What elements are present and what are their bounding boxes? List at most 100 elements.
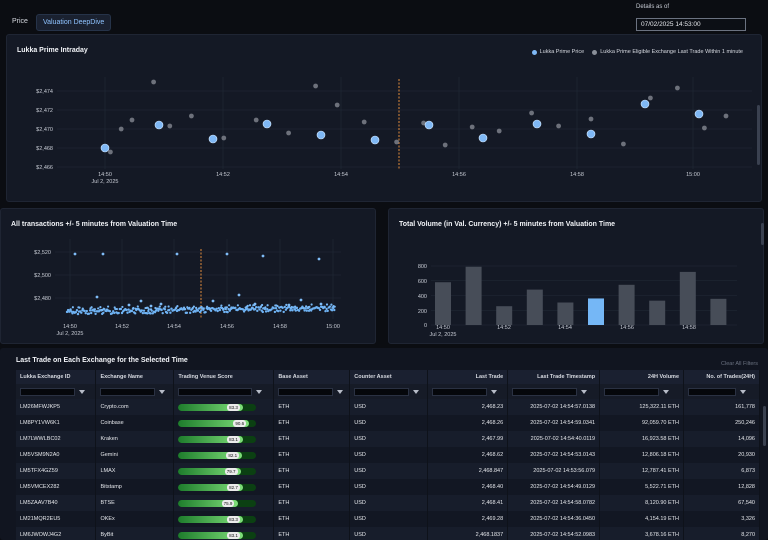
volume-bar[interactable] <box>649 300 666 325</box>
cell-exchange-name[interactable]: Crypto.com <box>95 399 175 415</box>
exchange-trade-point[interactable] <box>221 135 227 141</box>
col-header-base-asset[interactable]: Base Asset <box>273 370 351 384</box>
filter-funnel-icon[interactable] <box>337 389 344 394</box>
col-header-last-trade[interactable]: Last Trade <box>427 370 509 384</box>
cell-exchange-name[interactable]: Coinbase <box>95 415 175 431</box>
filter-funnel-icon[interactable] <box>663 389 670 394</box>
filter-funnel-icon[interactable] <box>740 389 746 394</box>
exchange-trade-point[interactable] <box>118 126 124 132</box>
cell-exchange-name[interactable]: BTSE <box>95 495 175 511</box>
volume-bar[interactable] <box>618 284 635 325</box>
volume-scrollbar[interactable] <box>761 223 764 245</box>
exchange-trade-point[interactable] <box>621 141 626 147</box>
exchange-trade-point[interactable] <box>167 123 173 129</box>
cell-counter-asset[interactable]: USD <box>349 447 429 463</box>
legend-item-eligible-exchange[interactable]: Lukka Prime Eligible Exchange Last Trade… <box>592 49 743 55</box>
prime-price-point[interactable] <box>478 133 488 143</box>
volume-bar[interactable] <box>465 266 482 325</box>
table-row[interactable]: LM6JWOWJ4G2 ByBit 83.1 ETH USD 2,468.1837 2025… <box>16 527 760 540</box>
volume-bar[interactable] <box>679 271 696 325</box>
tab-valuation-deepdive[interactable]: Valuation DeepDive <box>35 14 112 31</box>
prime-price-point[interactable] <box>154 120 164 130</box>
prime-price-point[interactable] <box>586 129 596 139</box>
table-row[interactable]: LM5VSM9N2A0 Gemini 82.1 ETH USD 2,468.62 2025-… <box>16 447 760 463</box>
volume-bar[interactable] <box>557 302 574 325</box>
exchange-trade-point[interactable] <box>286 130 291 136</box>
table-row[interactable]: LM7LWWLBC02 Kraken 83.1 ETH USD 2,467.99 2025-… <box>16 431 760 447</box>
filter-funnel-icon[interactable] <box>413 389 420 394</box>
cell-counter-asset[interactable]: USD <box>349 415 429 431</box>
table-row[interactable]: LM5VMCEX282 Bitstamp 82.7 ETH USD 2,468.40 202… <box>16 479 760 495</box>
filter-funnel-icon[interactable] <box>256 389 263 394</box>
volume-bar[interactable] <box>710 298 727 325</box>
filter-funnel-icon[interactable] <box>491 389 498 394</box>
col-header-exchange-name[interactable]: Exchange Name <box>95 370 175 384</box>
cell-counter-asset[interactable]: USD <box>349 431 429 447</box>
prime-price-point[interactable] <box>694 109 704 119</box>
filter-funnel-icon[interactable] <box>159 389 166 394</box>
tab-price[interactable]: Price <box>12 18 28 25</box>
prime-price-point[interactable] <box>316 130 326 140</box>
cell-exchange-name[interactable]: Gemini <box>95 447 175 463</box>
cell-counter-asset[interactable]: USD <box>349 495 429 511</box>
exchange-trade-point[interactable] <box>556 123 561 129</box>
exchange-trade-point[interactable] <box>394 139 399 145</box>
filter-input[interactable] <box>688 387 736 396</box>
col-header-trades-24h[interactable]: No. of Trades(24H) <box>683 370 760 384</box>
exchange-trade-point[interactable] <box>529 110 534 116</box>
cell-exchange-name[interactable]: LMAX <box>95 463 175 479</box>
table-row[interactable]: LM5ZAAV7B40 BTSE 75.9 ETH USD 2,468.41 2025-07… <box>16 495 760 511</box>
details-datetime-input[interactable] <box>636 18 746 31</box>
filter-input[interactable] <box>604 387 660 396</box>
cell-counter-asset[interactable]: USD <box>349 463 429 479</box>
exchange-trade-point[interactable] <box>313 83 318 89</box>
table-row[interactable]: LM5TFX4GZ59 LMAX 79.7 ETH USD 2,468.847 2025-0… <box>16 463 760 479</box>
filter-input[interactable] <box>354 387 410 396</box>
filter-funnel-icon[interactable] <box>79 389 85 394</box>
filter-input[interactable] <box>178 387 253 396</box>
cell-counter-asset[interactable]: USD <box>349 399 429 415</box>
exchange-trade-point[interactable] <box>648 95 653 101</box>
exchange-trade-point[interactable] <box>469 124 475 130</box>
prime-price-point[interactable] <box>370 135 380 145</box>
cell-exchange-name[interactable]: ByBit <box>95 527 175 540</box>
filter-input[interactable] <box>432 387 488 396</box>
col-header-venue-score[interactable]: Trading Venue Score <box>173 370 275 384</box>
exchange-trade-point[interactable] <box>588 116 594 122</box>
cell-counter-asset[interactable]: USD <box>349 479 429 495</box>
prime-price-point[interactable] <box>208 134 218 144</box>
cell-counter-asset[interactable]: USD <box>349 527 429 540</box>
col-header-counter-asset[interactable]: Counter Asset <box>349 370 429 384</box>
table-row[interactable]: LM8PY1VW6K1 Coinbase 90.6 ETH USD 2,468.26 202… <box>16 415 760 431</box>
exchange-trade-point[interactable] <box>675 85 680 91</box>
table-scrollbar[interactable] <box>763 406 766 446</box>
prime-price-point[interactable] <box>532 119 542 129</box>
clear-filters-button[interactable]: Clear All Filters <box>721 361 758 367</box>
exchange-trade-point[interactable] <box>496 128 502 134</box>
legend-item-prime-price[interactable]: Lukka Prime Price <box>531 49 584 55</box>
cell-exchange-name[interactable]: Bitstamp <box>95 479 175 495</box>
table-row[interactable]: LM21MQR2EU5 OKEx 83.3 ETH USD 2,469.28 2025-07… <box>16 511 760 527</box>
cell-exchange-name[interactable]: OKEx <box>95 511 175 527</box>
prime-price-point[interactable] <box>424 120 434 130</box>
col-header-exchange-id[interactable]: Lukka Exchange ID <box>16 370 97 384</box>
exchange-trade-point[interactable] <box>723 113 729 119</box>
col-header-timestamp[interactable]: Last Trade Timestamp <box>507 370 601 384</box>
exchange-trade-point[interactable] <box>151 79 157 85</box>
cell-exchange-name[interactable]: Kraken <box>95 431 175 447</box>
prime-price-point[interactable] <box>100 143 110 153</box>
exchange-trade-point[interactable] <box>189 113 194 119</box>
filter-input[interactable] <box>20 387 75 396</box>
volume-bar[interactable] <box>526 289 543 325</box>
table-row[interactable]: LM26MFWJKP5 Crypto.com 83.3 ETH USD 2,468.23 2… <box>16 399 760 415</box>
exchange-trade-point[interactable] <box>334 102 340 108</box>
volume-bar[interactable] <box>588 298 604 325</box>
prime-price-point[interactable] <box>640 99 650 109</box>
exchange-trade-point[interactable] <box>253 117 259 123</box>
exchange-trade-point[interactable] <box>442 142 448 148</box>
cell-counter-asset[interactable]: USD <box>349 511 429 527</box>
filter-input[interactable] <box>512 387 578 396</box>
exchange-trade-point[interactable] <box>702 125 707 131</box>
exchange-trade-point[interactable] <box>108 149 113 155</box>
filter-input[interactable] <box>278 387 334 396</box>
